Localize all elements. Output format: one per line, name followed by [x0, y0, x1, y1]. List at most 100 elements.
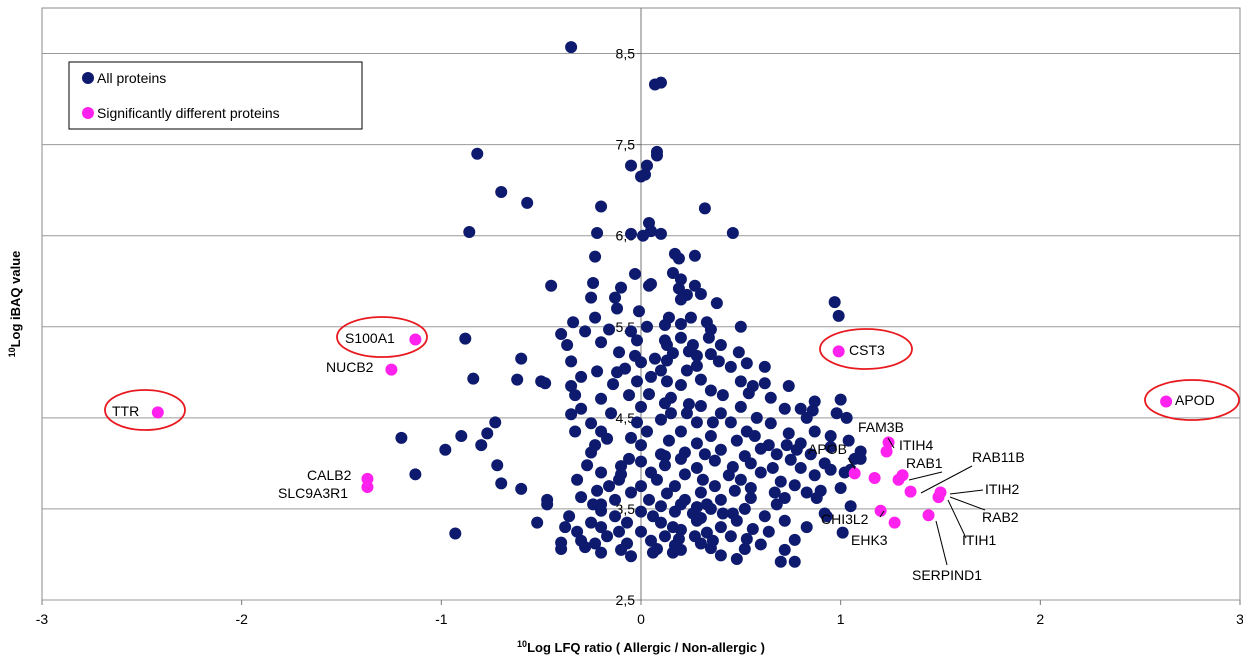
significant-data-point — [151, 406, 164, 419]
significant-data-point — [904, 485, 917, 498]
data-point — [782, 379, 795, 392]
data-point — [696, 473, 709, 486]
data-point — [633, 305, 646, 318]
data-point — [704, 542, 717, 555]
data-point — [762, 525, 775, 538]
data-point — [555, 542, 568, 555]
y-axis-title-superscript: 10 — [7, 347, 17, 357]
data-point — [579, 541, 592, 554]
data-point — [726, 226, 739, 239]
data-point — [658, 459, 671, 472]
data-point — [615, 460, 628, 473]
data-point — [579, 325, 592, 338]
data-point — [782, 427, 795, 440]
data-point — [595, 392, 608, 405]
protein-label: ITIH2 — [985, 481, 1019, 497]
data-point — [738, 542, 751, 555]
data-point — [682, 398, 695, 411]
data-point — [601, 432, 614, 445]
data-point — [559, 521, 572, 534]
data-point — [615, 468, 628, 481]
data-point — [674, 318, 687, 331]
data-point — [455, 430, 468, 443]
data-point — [625, 159, 638, 172]
data-point — [640, 320, 653, 333]
highlight-ellipse — [1144, 379, 1240, 421]
data-point — [708, 454, 721, 467]
data-point — [654, 516, 667, 529]
protein-label: ITIH4 — [899, 437, 933, 453]
data-point — [621, 516, 634, 529]
data-point — [605, 407, 618, 420]
data-point — [545, 279, 558, 292]
data-point — [541, 493, 554, 506]
data-point — [730, 514, 743, 527]
data-point — [623, 389, 636, 402]
protein-label: SLC9A3R1 — [278, 485, 348, 501]
data-point — [840, 411, 853, 424]
data-point — [674, 452, 687, 465]
data-point — [613, 346, 626, 359]
data-point — [834, 481, 847, 494]
data-point — [690, 416, 703, 429]
data-point — [660, 375, 673, 388]
data-point — [690, 461, 703, 474]
data-point — [662, 434, 675, 447]
data-point — [642, 493, 655, 506]
data-point — [698, 202, 711, 215]
data-point — [658, 318, 671, 331]
data-point — [650, 145, 663, 158]
y-tick-label: 2,5 — [616, 592, 636, 608]
data-point — [716, 389, 729, 402]
data-point — [555, 328, 568, 341]
data-point — [724, 360, 737, 373]
data-point — [609, 493, 622, 506]
data-point — [744, 491, 757, 504]
data-point — [666, 546, 679, 559]
data-point — [565, 379, 578, 392]
protein-label: NUCB2 — [326, 359, 374, 375]
data-point — [613, 525, 626, 538]
data-point — [615, 281, 628, 294]
data-point — [770, 448, 783, 461]
data-point — [521, 196, 534, 209]
data-point — [585, 516, 598, 529]
protein-label: RAB1 — [906, 455, 943, 471]
data-point — [463, 226, 476, 239]
data-point — [716, 507, 729, 520]
data-point — [774, 475, 787, 488]
data-point — [595, 498, 608, 511]
x-axis-title-text: Log LFQ ratio ( Allergic / Non-allergic … — [527, 640, 765, 655]
protein-label: APOD — [1175, 392, 1215, 408]
data-point — [635, 505, 647, 518]
data-point — [575, 402, 588, 415]
data-point — [758, 360, 771, 373]
leader-line — [847, 457, 856, 470]
data-point — [734, 400, 747, 413]
data-point — [770, 498, 783, 511]
data-point — [674, 273, 687, 286]
data-point — [708, 480, 721, 493]
data-point — [575, 491, 588, 504]
data-point — [784, 453, 797, 466]
data-point — [830, 407, 843, 420]
significant-data-point — [361, 481, 374, 494]
protein-label: S100A1 — [345, 330, 395, 346]
data-point — [625, 325, 638, 338]
data-point — [778, 543, 791, 556]
data-point — [694, 486, 707, 499]
data-point — [644, 277, 657, 290]
data-point — [650, 473, 663, 486]
data-point — [740, 357, 753, 370]
data-point — [704, 430, 717, 443]
leader-line — [947, 499, 967, 539]
data-point — [611, 302, 624, 315]
data-point — [631, 416, 644, 429]
data-point — [738, 502, 751, 515]
data-point — [684, 311, 697, 324]
data-point — [664, 407, 677, 420]
data-point — [531, 516, 544, 529]
data-point — [688, 249, 701, 262]
data-point — [704, 348, 717, 361]
